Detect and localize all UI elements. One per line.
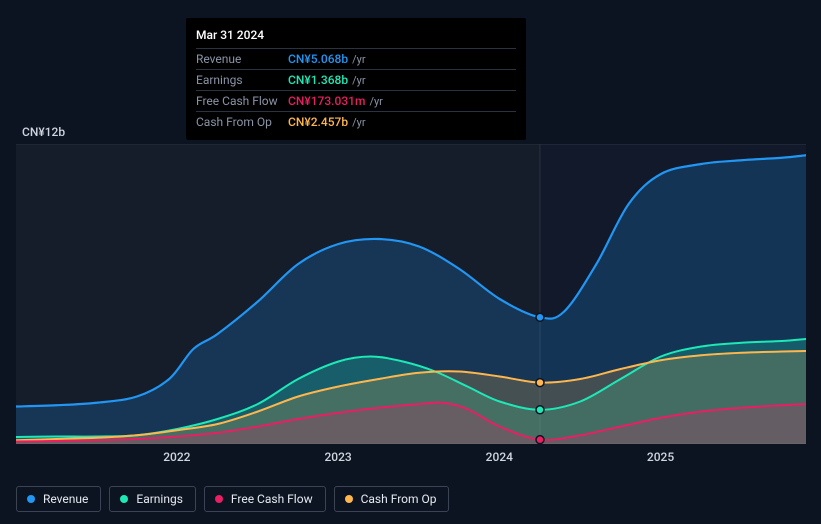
xaxis-tick-label: 2025 <box>647 450 674 464</box>
tooltip: Mar 31 2024 RevenueCN¥5.068b/yrEarningsC… <box>186 18 526 140</box>
legend-item-cash-from-op[interactable]: Cash From Op <box>334 486 450 512</box>
yaxis-max-label: CN¥12b <box>22 125 65 139</box>
legend-item-label: Free Cash Flow <box>231 492 313 506</box>
tooltip-row-label: Cash From Op <box>196 115 288 129</box>
tooltip-row-label: Earnings <box>196 73 288 87</box>
tooltip-date: Mar 31 2024 <box>196 24 516 48</box>
tooltip-row-unit: /yr <box>352 53 365 66</box>
xaxis-tick-label: 2023 <box>324 450 351 464</box>
tooltip-row-unit: /yr <box>352 116 365 129</box>
legend-dot-icon <box>215 495 223 503</box>
tooltip-row-label: Free Cash Flow <box>196 94 288 108</box>
tooltip-row: Free Cash FlowCN¥173.031m/yr <box>196 90 516 111</box>
tooltip-row-value: CN¥5.068b <box>288 52 348 66</box>
tooltip-row-unit: /yr <box>369 95 382 108</box>
legend-dot-icon <box>120 495 128 503</box>
tooltip-row-value: CN¥173.031m <box>288 94 365 108</box>
legend-dot-icon <box>27 495 35 503</box>
tooltip-row-label: Revenue <box>196 52 288 66</box>
tooltip-row: Cash From OpCN¥2.457b/yr <box>196 111 516 132</box>
legend-dot-icon <box>345 495 353 503</box>
tooltip-row-value: CN¥1.368b <box>288 73 348 87</box>
xaxis-tick-label: 2024 <box>486 450 513 464</box>
tooltip-row: EarningsCN¥1.368b/yr <box>196 69 516 90</box>
legend-item-free-cash-flow[interactable]: Free Cash Flow <box>204 486 326 512</box>
legend-item-label: Earnings <box>136 492 183 506</box>
legend-item-revenue[interactable]: Revenue <box>16 486 101 512</box>
tooltip-row-value: CN¥2.457b <box>288 115 348 129</box>
tooltip-row: RevenueCN¥5.068b/yr <box>196 48 516 69</box>
legend-item-earnings[interactable]: Earnings <box>109 486 196 512</box>
financial-chart <box>16 144 806 444</box>
xaxis-tick-label: 2022 <box>163 450 190 464</box>
legend-item-label: Cash From Op <box>361 492 437 506</box>
tooltip-row-unit: /yr <box>352 74 365 87</box>
legend-item-label: Revenue <box>43 492 88 506</box>
legend: Revenue Earnings Free Cash Flow Cash From O… <box>16 486 449 512</box>
